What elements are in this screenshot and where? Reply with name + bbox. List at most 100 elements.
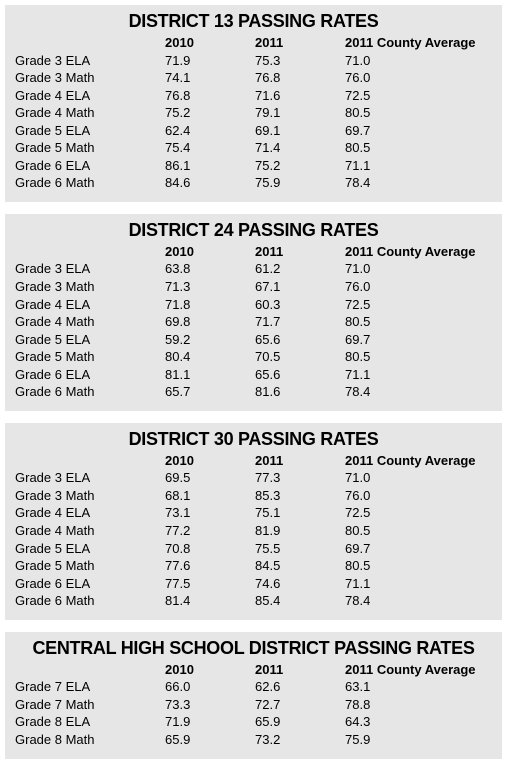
data-grid: 201020112011 County Average Grade 3 ELA69…	[15, 452, 492, 610]
header-empty	[15, 34, 165, 52]
value-2011: 75.3	[255, 52, 345, 70]
value-county: 71.0	[345, 260, 492, 278]
row-label: Grade 6 ELA	[15, 366, 165, 384]
row-label: Grade 8 ELA	[15, 713, 165, 731]
value-county: 76.0	[345, 278, 492, 296]
value-county: 71.1	[345, 157, 492, 175]
data-grid: 201020112011 County AverageGrade 7 ELA66…	[15, 661, 492, 749]
header-2010: 2010	[165, 452, 255, 470]
table-block: DISTRICT 13 PASSING RATES 201020112011 Co…	[5, 5, 502, 202]
value-county: 78.4	[345, 383, 492, 401]
value-2010: 81.4	[165, 592, 255, 610]
value-2011: 67.1	[255, 278, 345, 296]
value-county: 71.0	[345, 469, 492, 487]
value-2010: 70.8	[165, 540, 255, 558]
value-2010: 71.9	[165, 713, 255, 731]
value-2011: 65.6	[255, 331, 345, 349]
row-label: Grade 8 Math	[15, 731, 165, 749]
header-2010: 2010	[165, 34, 255, 52]
value-2010: 80.4	[165, 348, 255, 366]
value-2011: 61.2	[255, 260, 345, 278]
row-label: Grade 3 Math	[15, 69, 165, 87]
header-county-average: 2011 County Average	[345, 243, 492, 261]
data-grid: 201020112011 County AverageGrade 3 ELA71…	[15, 34, 492, 192]
row-label: Grade 3 Math	[15, 487, 165, 505]
row-label: Grade 4 ELA	[15, 296, 165, 314]
value-county: 71.0	[345, 52, 492, 70]
value-2011: 62.6	[255, 678, 345, 696]
value-county: 71.1	[345, 575, 492, 593]
header-empty	[15, 243, 165, 261]
header-county-average: 2011 County Average	[345, 661, 492, 679]
row-label: Grade 5 Math	[15, 348, 165, 366]
row-label: Grade 5 ELA	[15, 331, 165, 349]
row-label: Grade 6 Math	[15, 592, 165, 610]
value-2010: 68.1	[165, 487, 255, 505]
row-label: Grade 4 Math	[15, 522, 165, 540]
header-2011: 2011	[255, 34, 345, 52]
value-2010: 84.6	[165, 174, 255, 192]
value-county: 80.5	[345, 313, 492, 331]
value-2010: 71.9	[165, 52, 255, 70]
value-2010: 74.1	[165, 69, 255, 87]
value-2010: 86.1	[165, 157, 255, 175]
value-2011: 79.1	[255, 104, 345, 122]
value-county: 80.5	[345, 104, 492, 122]
row-label: Grade 4 ELA	[15, 504, 165, 522]
value-2011: 71.4	[255, 139, 345, 157]
value-county: 80.5	[345, 557, 492, 575]
header-county-average: 2011 County Average	[345, 34, 492, 52]
value-2011: 69.1	[255, 122, 345, 140]
value-county: 69.7	[345, 331, 492, 349]
value-2010: 73.1	[165, 504, 255, 522]
value-2011: 75.5	[255, 540, 345, 558]
value-2011: 74.6	[255, 575, 345, 593]
value-2010: 59.2	[165, 331, 255, 349]
value-county: 63.1	[345, 678, 492, 696]
value-county: 72.5	[345, 87, 492, 105]
value-county: 71.1	[345, 366, 492, 384]
row-label: Grade 6 Math	[15, 383, 165, 401]
value-2011: 84.5	[255, 557, 345, 575]
value-2010: 76.8	[165, 87, 255, 105]
row-label: Grade 3 ELA	[15, 260, 165, 278]
header-2010: 2010	[165, 661, 255, 679]
value-2011: 81.9	[255, 522, 345, 540]
table-title: CENTRAL HIGH SCHOOL DISTRICT PASSING RAT…	[15, 638, 492, 659]
value-county: 80.5	[345, 139, 492, 157]
header-county-average: 2011 County Average	[345, 452, 492, 470]
row-label: Grade 6 ELA	[15, 575, 165, 593]
row-label: Grade 5 Math	[15, 139, 165, 157]
table-block: CENTRAL HIGH SCHOOL DISTRICT PASSING RAT…	[5, 632, 502, 759]
table-title: DISTRICT 24 PASSING RATES	[15, 220, 492, 241]
header-empty	[15, 661, 165, 679]
row-label: Grade 6 ELA	[15, 157, 165, 175]
value-2011: 72.7	[255, 696, 345, 714]
row-label: Grade 4 ELA	[15, 87, 165, 105]
header-2011: 2011	[255, 452, 345, 470]
header-2010: 2010	[165, 243, 255, 261]
value-2011: 75.1	[255, 504, 345, 522]
value-2010: 65.9	[165, 731, 255, 749]
value-2010: 69.5	[165, 469, 255, 487]
value-2010: 73.3	[165, 696, 255, 714]
value-2010: 77.2	[165, 522, 255, 540]
value-2010: 69.8	[165, 313, 255, 331]
row-label: Grade 7 Math	[15, 696, 165, 714]
header-empty	[15, 452, 165, 470]
value-2010: 62.4	[165, 122, 255, 140]
row-label: Grade 6 Math	[15, 174, 165, 192]
row-label: Grade 3 ELA	[15, 469, 165, 487]
value-2011: 73.2	[255, 731, 345, 749]
value-county: 78.4	[345, 174, 492, 192]
table-title: DISTRICT 13 PASSING RATES	[15, 11, 492, 32]
row-label: Grade 4 Math	[15, 104, 165, 122]
value-2011: 76.8	[255, 69, 345, 87]
table-block: DISTRICT 24 PASSING RATES201020112011 Co…	[5, 214, 502, 411]
value-2011: 65.9	[255, 713, 345, 731]
value-2010: 65.7	[165, 383, 255, 401]
value-2011: 81.6	[255, 383, 345, 401]
value-county: 78.8	[345, 696, 492, 714]
row-label: Grade 3 ELA	[15, 52, 165, 70]
value-county: 80.5	[345, 348, 492, 366]
